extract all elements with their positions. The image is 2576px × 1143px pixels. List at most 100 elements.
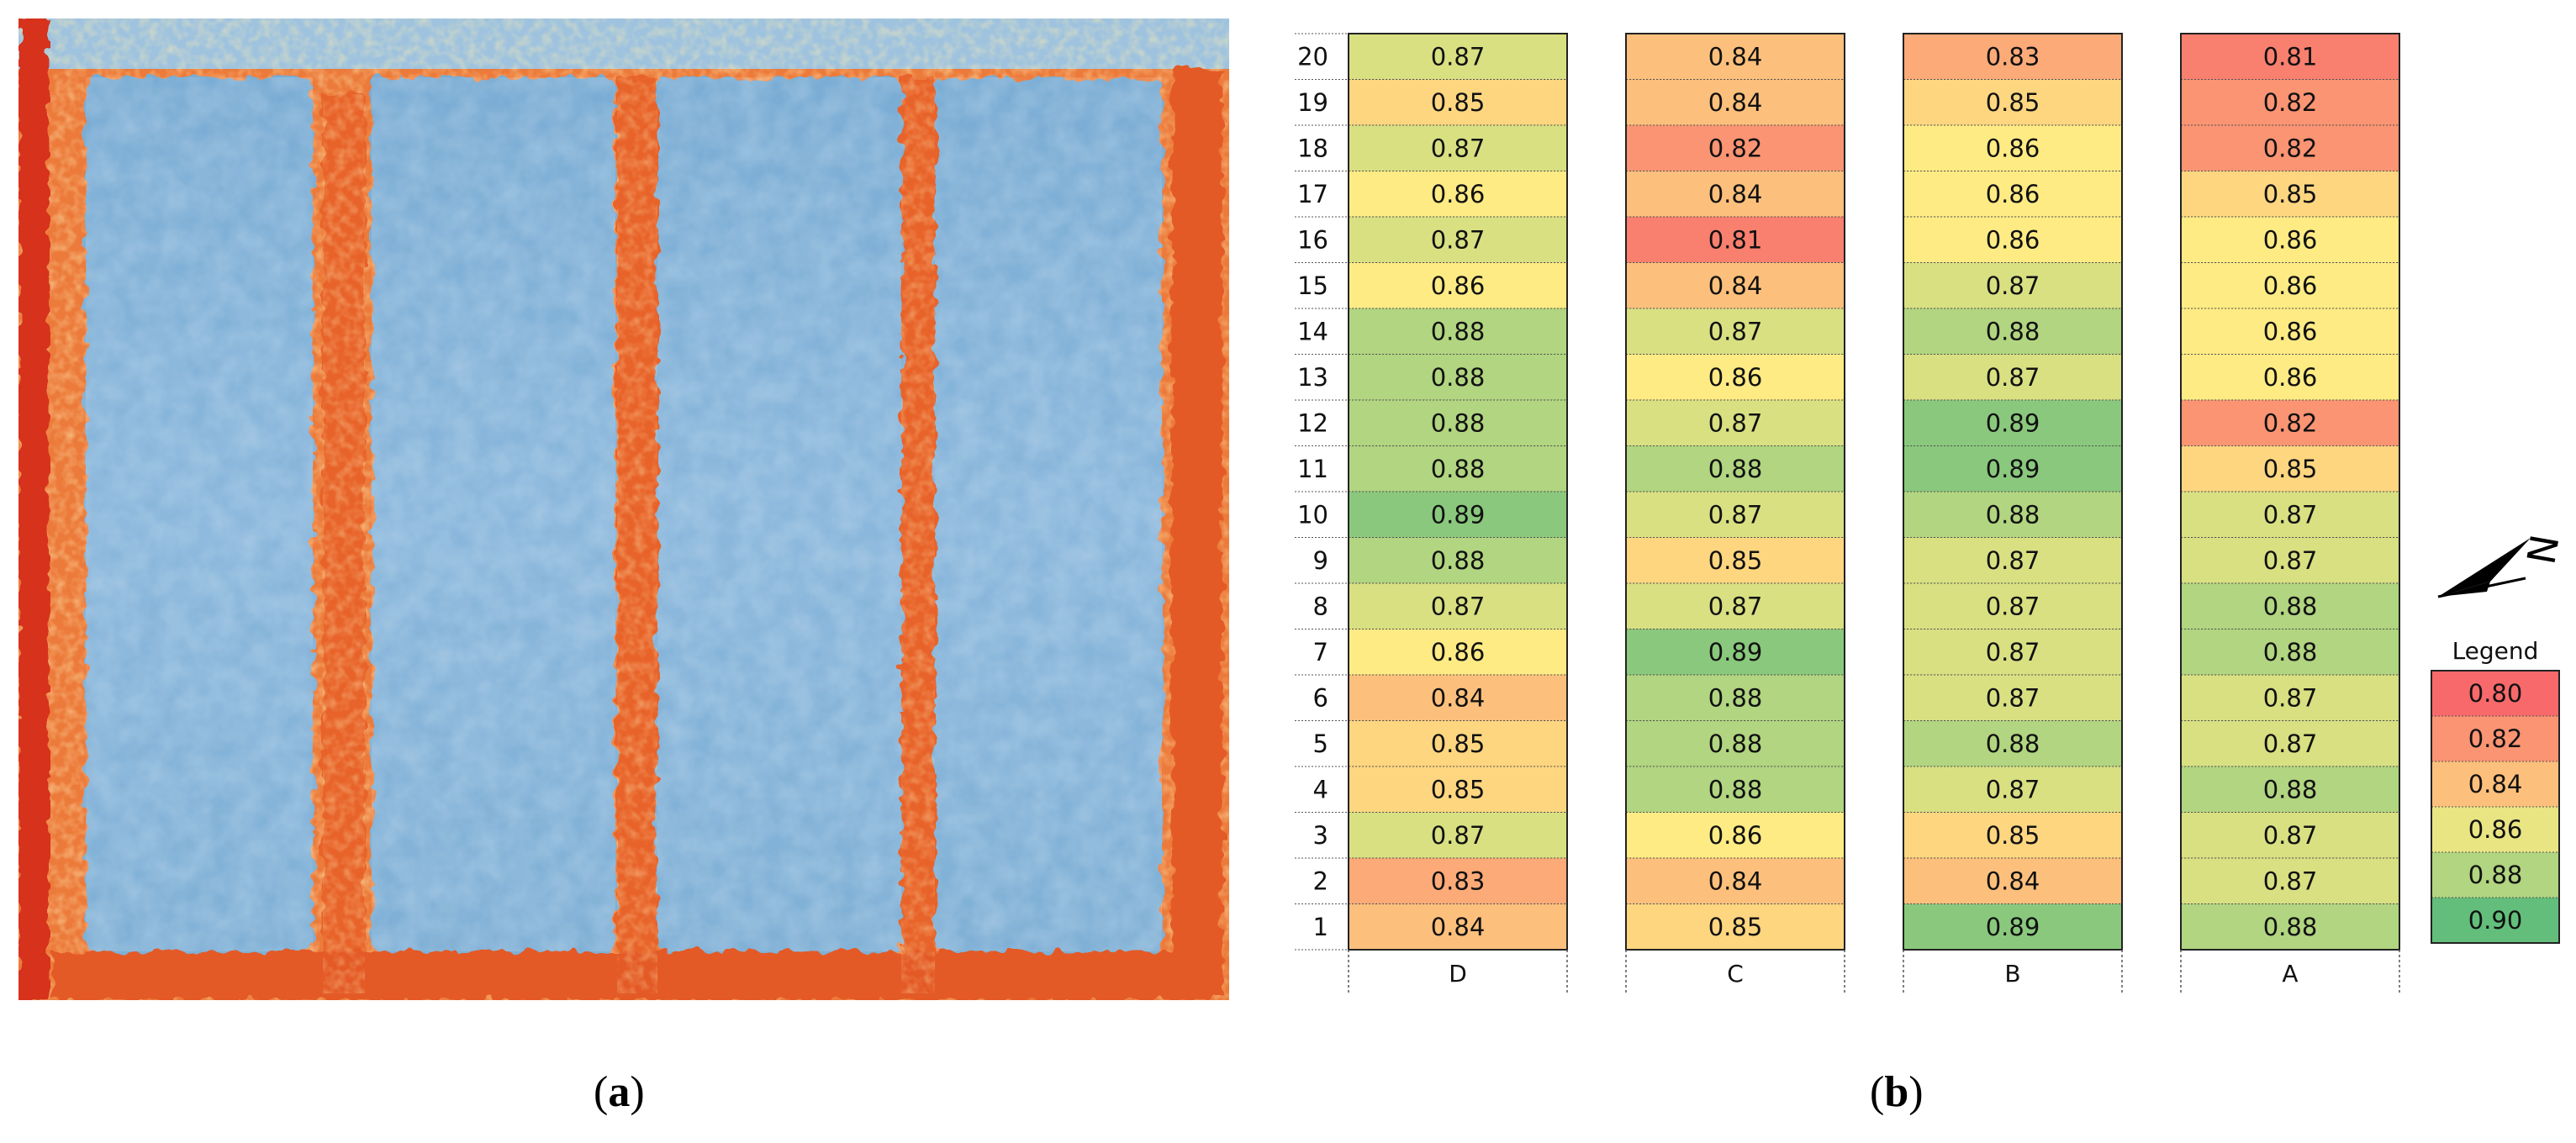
cell-value-label: 0.86 (1708, 363, 1763, 392)
row-label: 17 (1297, 180, 1328, 208)
heatmap-cell (2180, 582, 2400, 629)
heatmap-cell (2180, 720, 2400, 767)
cell-value-label: 0.82 (1708, 134, 1763, 162)
panel-label-b: (b) (1870, 1067, 1924, 1117)
cell-value-label: 0.86 (2263, 271, 2318, 300)
heatmap-cell (1625, 812, 1845, 859)
cell-value-label: 0.81 (2263, 42, 2318, 71)
cell-value-label: 0.87 (2263, 866, 2318, 895)
row-label: 2 (1313, 866, 1328, 895)
legend-swatch (2431, 761, 2560, 808)
north-arrow-icon: N (2437, 531, 2568, 598)
cell-value-label: 0.81 (1708, 225, 1763, 254)
heatmap-cell (1625, 216, 1845, 263)
heatmap-cell (1625, 491, 1845, 538)
row-label: 12 (1297, 408, 1328, 437)
cell-value-label: 0.84 (1431, 683, 1486, 712)
heatmap-cell (1903, 629, 2123, 676)
cell-value-label: 0.86 (1986, 134, 2040, 162)
legend-entry-label: 0.90 (2468, 906, 2523, 935)
heatmap-cell (1903, 262, 2123, 309)
heatmap-cell (1903, 308, 2123, 355)
column-label: A (2282, 960, 2298, 988)
row-label: 3 (1313, 821, 1328, 850)
cell-value-label: 0.88 (1708, 455, 1763, 483)
cell-value-label: 0.89 (1986, 408, 2040, 437)
heatmap-cell (2180, 491, 2400, 538)
cell-value-label: 0.82 (2263, 134, 2318, 162)
heatmap-cell (1348, 124, 1568, 171)
ndvi-heatmap-image (18, 18, 1229, 1000)
heatmap-cell (1348, 308, 1568, 355)
cell-value-label: 0.88 (1708, 730, 1763, 758)
heatmap-cell (1348, 79, 1568, 126)
row-label: 4 (1313, 775, 1328, 803)
heatmap-cell (2180, 629, 2400, 676)
cell-value-label: 0.88 (1431, 363, 1486, 392)
cell-value-label: 0.88 (1431, 455, 1486, 483)
cell-value-label: 0.86 (2263, 225, 2318, 254)
heatmap-cell (1903, 582, 2123, 629)
cell-value-label: 0.87 (1986, 638, 2040, 666)
cell-value-label: 0.85 (1986, 821, 2040, 850)
heatmap-cell (1625, 399, 1845, 446)
row-label: 5 (1313, 730, 1328, 758)
heatmap-cell (1625, 903, 1845, 951)
legend: Legend 0.80 0.82 0.84 0.86 0.88 0.90 (2431, 637, 2560, 944)
heatmap-cell (1903, 399, 2123, 446)
legend-swatch (2431, 670, 2560, 717)
heatmap-cell (1348, 629, 1568, 676)
heatmap-cell (1903, 903, 2123, 951)
legend-swatch (2431, 897, 2560, 944)
heatmap-cell (1348, 399, 1568, 446)
cell-value-label: 0.86 (1986, 225, 2040, 254)
row-label: 7 (1313, 638, 1328, 666)
cell-value-label: 0.87 (2263, 683, 2318, 712)
column-border (1903, 33, 2123, 951)
cell-value-label: 0.87 (1986, 683, 2040, 712)
heatmap-cell (1348, 857, 1568, 904)
cell-value-label: 0.84 (1708, 180, 1763, 208)
cell-value-label: 0.88 (2263, 638, 2318, 666)
cell-value-label: 0.84 (1708, 866, 1763, 895)
cell-value-label: 0.88 (1431, 317, 1486, 345)
cell-value-label: 0.87 (2263, 730, 2318, 758)
cell-value-label: 0.89 (1431, 500, 1486, 529)
panel-a-letter: a (608, 1068, 631, 1116)
heatmap-cell (2180, 308, 2400, 355)
paren-close: ) (1908, 1068, 1924, 1116)
ndvi-map (18, 18, 1229, 1000)
heatmap-cell (1348, 720, 1568, 767)
cell-value-label: 0.83 (1431, 866, 1486, 895)
cell-value-label: 0.82 (2263, 408, 2318, 437)
cell-value-label: 0.87 (1708, 408, 1763, 437)
cell-value-label: 0.86 (2263, 363, 2318, 392)
cell-value-label: 0.86 (1986, 180, 2040, 208)
legend-entry-label: 0.86 (2468, 815, 2523, 844)
heatmap-cell (1903, 812, 2123, 859)
heatmap-cell (1903, 171, 2123, 218)
cell-value-label: 0.87 (1708, 317, 1763, 345)
cell-value-label: 0.87 (1431, 42, 1486, 71)
paren-open: ( (594, 1068, 609, 1116)
cell-value-label: 0.88 (2263, 913, 2318, 941)
heatmap-cell (1625, 629, 1845, 676)
cell-value-label: 0.85 (1431, 88, 1486, 117)
heatmap-cell (2180, 674, 2400, 721)
cell-value-label: 0.86 (1431, 271, 1486, 300)
cell-value-label: 0.87 (1431, 592, 1486, 620)
cell-value-label: 0.85 (1708, 913, 1763, 941)
heatmap-cell (1348, 262, 1568, 309)
heatmap-cell (1348, 33, 1568, 80)
cell-value-label: 0.87 (1708, 592, 1763, 620)
row-labels: 20 19 18 17 16 15 14 13 12 11 10 9 8 7 6 5 4 3 2 1 (1295, 33, 1349, 951)
cell-value-label: 0.88 (1986, 317, 2040, 345)
heatmap-cell (1348, 674, 1568, 721)
paren-open: ( (1870, 1068, 1885, 1116)
cell-value-label: 0.86 (1708, 821, 1763, 850)
cell-value-label: 0.87 (1431, 821, 1486, 850)
cell-value-label: 0.85 (1708, 546, 1763, 575)
cell-value-label: 0.87 (1431, 225, 1486, 254)
cell-value-label: 0.86 (1431, 180, 1486, 208)
cell-value-label: 0.87 (1986, 271, 2040, 300)
